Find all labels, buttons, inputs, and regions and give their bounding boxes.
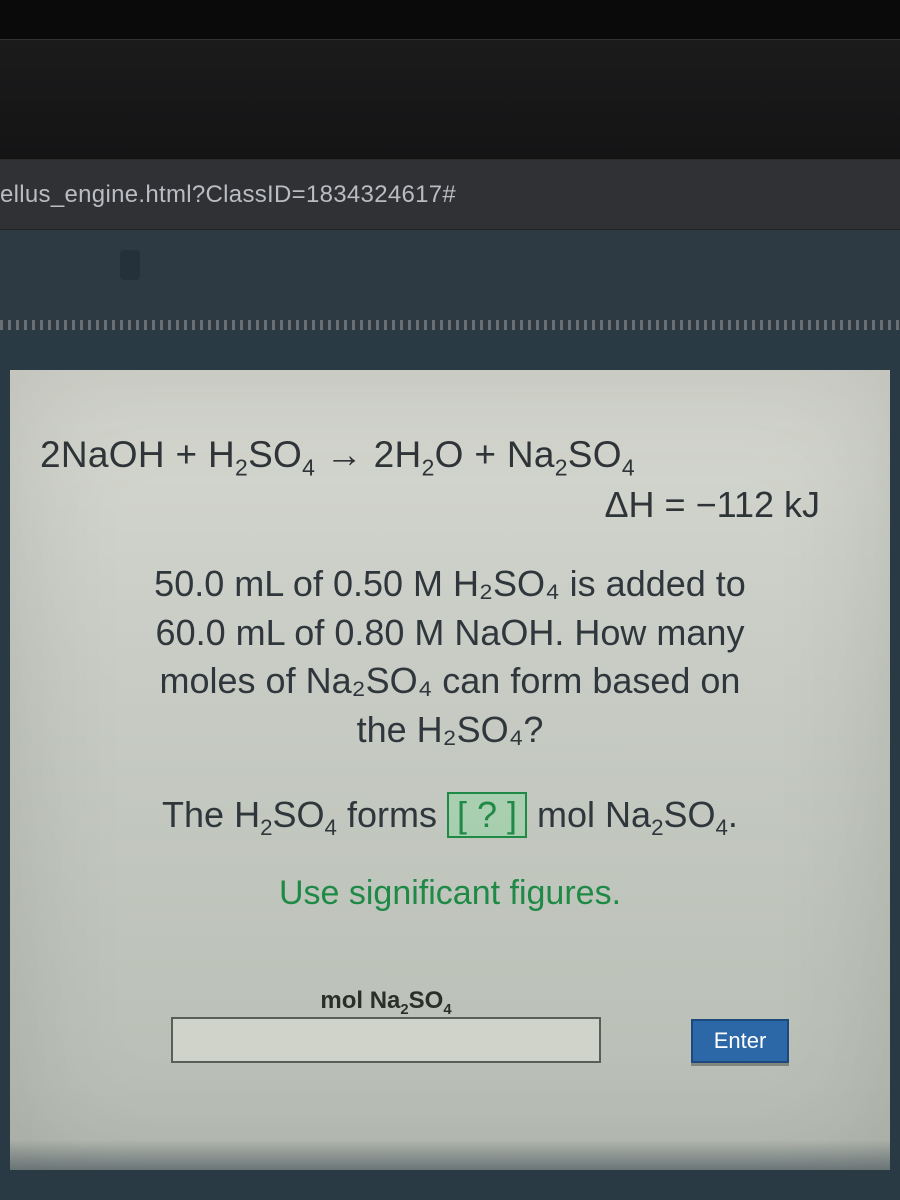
unit-pre: mol Na (320, 987, 400, 1014)
plus2: + (464, 434, 507, 475)
browser-top-strip (0, 0, 900, 40)
app-header-gap (0, 230, 900, 320)
input-unit-label: mol Na2SO4 (320, 987, 451, 1015)
question-text: 50.0 mL of 0.50 M H₂SO₄ is added to 60.0… (40, 560, 860, 754)
ans-pre-sub2: 4 (325, 816, 337, 841)
ans-post2: SO (663, 794, 715, 835)
dotted-separator (0, 320, 900, 330)
browser-url-bar[interactable]: ellus_engine.html?ClassID=1834324617# (0, 160, 900, 230)
product1a: H (395, 434, 422, 475)
page-url: ellus_engine.html?ClassID=1834324617# (0, 181, 456, 209)
plus1: + (165, 434, 208, 475)
product2-sub1: 2 (555, 454, 568, 480)
chemical-equation: 2NaOH + H2SO4 → 2H2O + Na2SO4 (40, 430, 860, 480)
reactant2a: H (208, 434, 235, 475)
delta-h-label: ΔH = (605, 484, 696, 525)
delta-h-line: ΔH = −112 kJ (40, 484, 860, 526)
screen-root: ellus_engine.html?ClassID=1834324617# 2N… (0, 0, 900, 1200)
ans-pre-sub1: 2 (260, 816, 272, 841)
ans-end: . (728, 794, 738, 835)
ans-mid: forms (337, 794, 447, 835)
ans-post: mol Na (527, 794, 651, 835)
sigfig-hint: Use significant figures. (40, 874, 860, 913)
answer-input[interactable] (171, 1017, 601, 1063)
ans-pre: The H (162, 794, 260, 835)
unit-sub2: 4 (443, 1002, 451, 1018)
product1b: O (435, 434, 464, 475)
ans-pre2: SO (273, 794, 325, 835)
question-line-2: 60.0 mL of 0.80 M NaOH. How many (58, 609, 842, 658)
ans-post-sub1: 2 (651, 816, 663, 841)
coef-reactant1: 2 (40, 434, 61, 475)
reactant2-sub1: 2 (235, 454, 248, 480)
product2-sub2: 4 (622, 454, 635, 480)
bottom-fade (0, 1140, 900, 1200)
reactant2-sub2: 4 (302, 454, 315, 480)
enter-button[interactable]: Enter (691, 1019, 789, 1063)
product1-sub1: 2 (422, 454, 435, 480)
unit-mid: SO (409, 987, 444, 1014)
answer-sentence: The H2SO4 forms [ ? ] mol Na2SO4. (40, 792, 860, 838)
question-panel: 2NaOH + H2SO4 → 2H2O + Na2SO4 ΔH = −112 … (10, 370, 890, 1170)
reactant2b: SO (248, 434, 302, 475)
ans-post-sub2: 4 (716, 816, 728, 841)
browser-tab-strip (0, 40, 900, 160)
answer-input-row: mol Na2SO4 Enter (40, 961, 860, 1063)
answer-placeholder-text: ? (477, 794, 497, 835)
coef-product1: 2 (374, 434, 395, 475)
question-line-1: 50.0 mL of 0.50 M H₂SO₄ is added to (58, 560, 842, 609)
product2b: SO (568, 434, 622, 475)
answer-placeholder[interactable]: [ ? ] (447, 792, 527, 838)
content-wrapper: 2NaOH + H2SO4 → 2H2O + Na2SO4 ΔH = −112 … (0, 330, 900, 1170)
product2a: Na (507, 434, 555, 475)
reactant1: NaOH (61, 434, 165, 475)
question-line-4: the H₂SO₄? (58, 706, 842, 755)
question-line-3: moles of Na₂SO₄ can form based on (58, 657, 842, 706)
delta-h-value: −112 kJ (696, 484, 820, 525)
arrow: → (315, 434, 373, 475)
toolbar-shadow (120, 250, 140, 280)
